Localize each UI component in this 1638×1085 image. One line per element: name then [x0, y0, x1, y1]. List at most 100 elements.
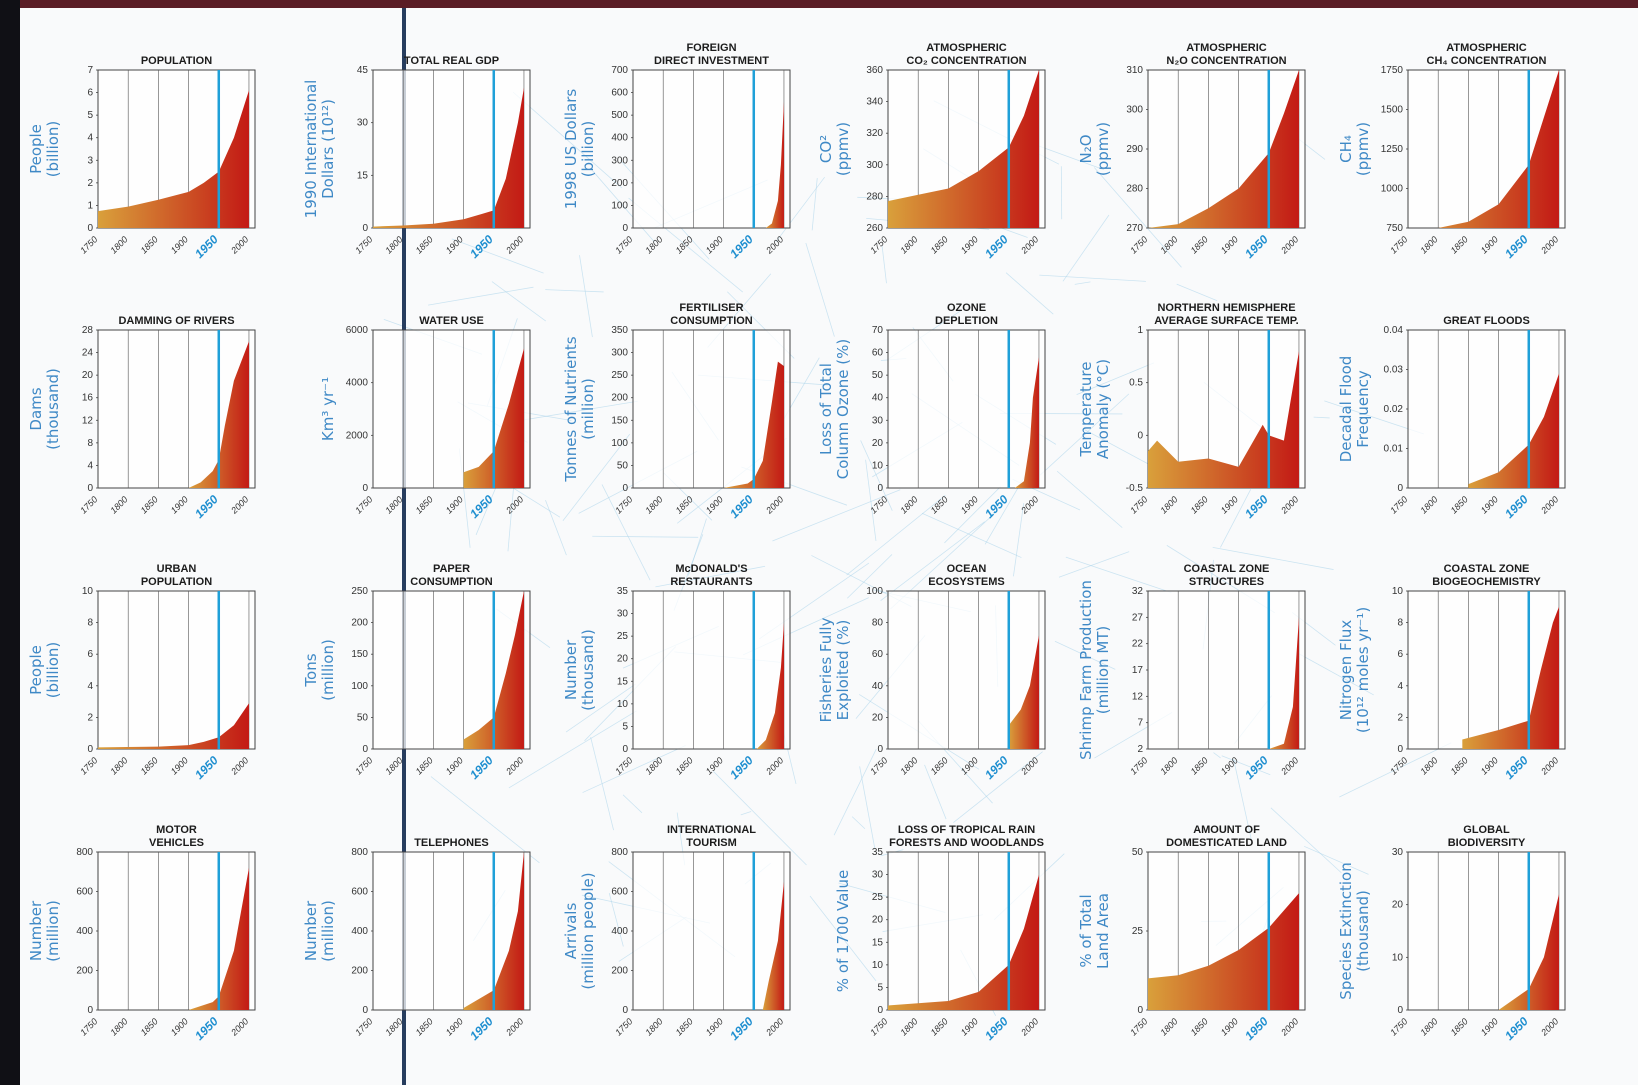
series-area [1148, 893, 1299, 1010]
y-axis-label: Fisheries Fully [817, 617, 835, 722]
y-axis-label: % of Total [1077, 894, 1095, 967]
chart-title: N₂O CONCENTRATION [1166, 55, 1286, 67]
chart-biodiversity: 0 10 20 30 1750 1800 1850 1900 1950 2000 GLOBALBIO… [1337, 824, 1566, 1043]
chart-title: FORESTS AND WOODLANDS [889, 837, 1044, 849]
y-tick-label: 0 [622, 744, 628, 755]
y-tick-label: 1750 [1381, 65, 1404, 76]
x-tick-label: 1800 [1418, 494, 1439, 515]
x-tick-label: 2000 [1538, 755, 1560, 777]
network-line [809, 895, 877, 982]
x-tick-label: 1750 [353, 755, 374, 776]
series-area [1148, 70, 1299, 228]
series-area [1008, 635, 1039, 749]
chart-real-gdp: 0 15 30 45 1750 1800 1850 1900 1950 2000 TOTAL REA… [302, 55, 531, 261]
y-tick-label: 70 [872, 325, 884, 336]
y-tick-label: 5 [877, 982, 883, 993]
y-axis-label: (ppmv) [834, 122, 852, 176]
y-axis-label: (ppmv) [1354, 122, 1372, 176]
x-tick-label: 1750 [1128, 494, 1149, 515]
y-axis-label: Dollars (10¹²) [319, 99, 337, 199]
y-tick-label: 4 [87, 460, 93, 471]
chart-title: OZONE [947, 302, 986, 314]
chart-title: MOTOR [156, 824, 197, 836]
y-tick-label: 600 [76, 887, 93, 898]
chart-title: DEPLETION [935, 315, 998, 327]
y-tick-label: 30 [872, 415, 884, 426]
y-tick-label: 0 [87, 223, 93, 234]
chart-title: ATMOSPHERIC [1186, 42, 1267, 54]
y-axis-label: (million MT) [1094, 626, 1112, 715]
series-area [1498, 894, 1559, 1010]
y-axis-label: 1998 US Dollars [562, 89, 580, 210]
x-tick-label: 1800 [898, 234, 919, 255]
x-tick-label: 1850 [414, 1016, 435, 1037]
chart-title: ATMOSPHERIC [926, 42, 1007, 54]
network-line [562, 433, 631, 522]
network-line [953, 751, 1043, 823]
series-area [723, 361, 784, 488]
y-tick-label: 1 [87, 200, 93, 211]
y-tick-label: 0 [87, 744, 93, 755]
network-line [1058, 551, 1130, 578]
x-tick-label: 1950 [1502, 1014, 1531, 1043]
x-tick-label: 1850 [139, 494, 160, 515]
chart-ocean: 0 20 40 60 80 100 1750 1800 1850 1900 1950 2000 OCEA… [817, 563, 1046, 782]
plot-area [97, 590, 256, 750]
y-tick-label: 25 [872, 892, 884, 903]
x-tick-label: 1950 [1502, 232, 1531, 261]
y-axis-label: (million) [44, 900, 62, 962]
x-tick-label: 1850 [674, 755, 695, 776]
y-tick-label: 300 [866, 160, 883, 171]
network-line [772, 489, 901, 542]
x-tick-label: 1950 [727, 753, 756, 782]
chart-title: BIOGEOCHEMISTRY [1432, 576, 1541, 588]
chart-title: LOSS OF TROPICAL RAIN [898, 824, 1035, 836]
network-line [430, 776, 540, 864]
y-tick-label: 40 [872, 393, 884, 404]
x-tick-label: 1850 [1189, 1016, 1210, 1037]
x-tick-label: 1900 [959, 1016, 980, 1037]
network-line [713, 771, 807, 866]
network-line [847, 554, 893, 599]
x-tick-label: 2000 [763, 755, 785, 777]
network-line [545, 499, 567, 556]
x-tick-label: 1800 [383, 755, 404, 776]
y-tick-label: 0 [87, 1005, 93, 1016]
chart-damming: 0 4 8 12 16 20 24 28 1750 1800 1850 1900 1950 2000 DAM… [27, 315, 256, 521]
network-line [491, 281, 547, 322]
network-line [601, 484, 651, 581]
network-line [1220, 489, 1252, 548]
plot-area [632, 590, 791, 750]
y-tick-label: 2 [87, 712, 93, 723]
network-line [1233, 758, 1253, 842]
x-tick-label: 2000 [1278, 234, 1300, 256]
series-area [373, 87, 524, 228]
y-axis-label: Tonnes of Nutrients [562, 336, 580, 482]
y-tick-label: 400 [611, 133, 628, 144]
x-tick-label: 1750 [1388, 234, 1409, 255]
chart-title: INTERNATIONAL [667, 824, 756, 836]
y-tick-label: 100 [866, 586, 883, 597]
series-area [1148, 351, 1299, 488]
y-tick-label: 22 [1132, 639, 1144, 650]
y-tick-label: 8 [87, 618, 93, 629]
x-tick-label: 1750 [613, 234, 634, 255]
chart-title: AMOUNT OF [1193, 824, 1260, 836]
y-tick-label: 3 [87, 155, 93, 166]
x-tick-label: 1850 [139, 1016, 160, 1037]
y-tick-label: 0 [1137, 430, 1143, 441]
y-tick-label: 20 [872, 915, 884, 926]
x-tick-label: 1800 [898, 1016, 919, 1037]
chart-title: DOMESTICATED LAND [1166, 837, 1287, 849]
x-tick-label: 1950 [1242, 492, 1271, 521]
series-area [888, 70, 1039, 228]
network-line [1313, 416, 1330, 419]
chart-nh-temp: -0.5 0 0.5 1 1750 1800 1850 1900 1950 2000 NORTHER… [1077, 302, 1306, 521]
x-tick-label: 1850 [674, 234, 695, 255]
x-tick-label: 1750 [868, 755, 889, 776]
x-tick-label: 1800 [108, 494, 129, 515]
y-axis-label: (million) [319, 639, 337, 701]
y-tick-label: 0.5 [1129, 378, 1143, 389]
x-tick-label: 1850 [929, 755, 950, 776]
